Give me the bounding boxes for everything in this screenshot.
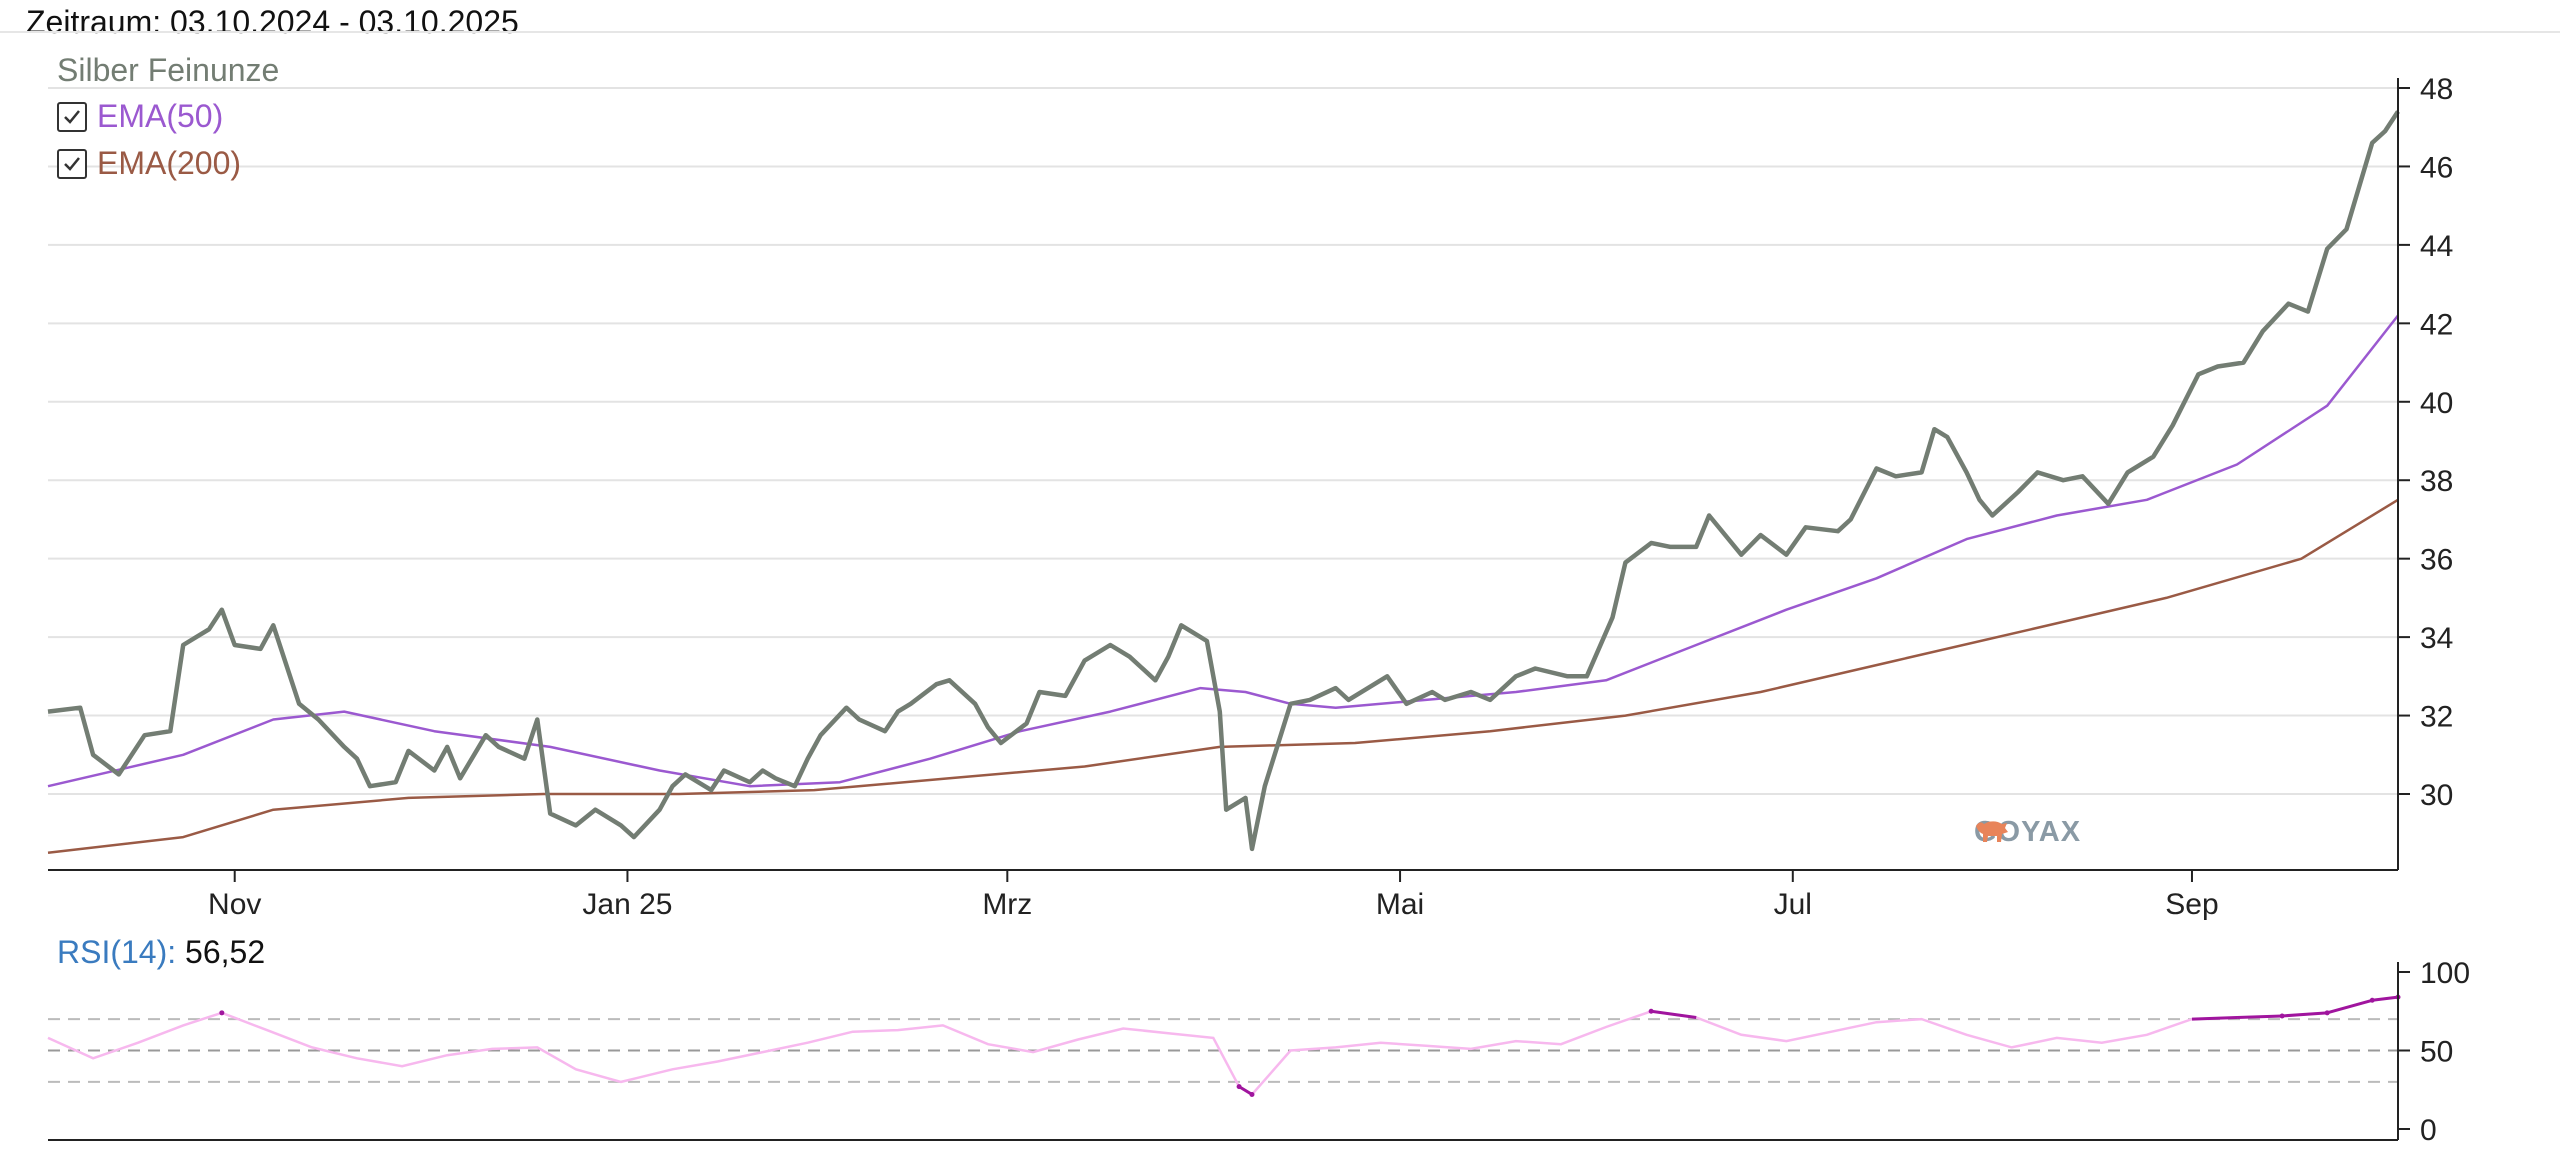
checkmark-icon (64, 109, 80, 124)
x-tick-label: Sep (2165, 888, 2218, 921)
x-tick-label: Jul (1774, 888, 1812, 921)
legend-ema200[interactable]: EMA(200) (57, 145, 241, 182)
ema200-line (47, 498, 2399, 855)
bull-icon (1976, 821, 2008, 842)
y-tick-label: 36 (2420, 544, 2453, 577)
rsi-extreme-point (1648, 1008, 1654, 1014)
y-tick-label: 40 (2420, 387, 2453, 420)
header-divider (0, 31, 2560, 33)
ema200-checkbox[interactable] (57, 148, 87, 179)
ema50-label: EMA(50) (97, 98, 224, 134)
price-series (47, 110, 2400, 855)
x-tick-label: Jan 25 (582, 888, 672, 921)
y-tick-label: 38 (2420, 465, 2453, 498)
y-tick-label: 46 (2420, 151, 2453, 184)
y-tick-label: 34 (2420, 622, 2453, 655)
rsi-extreme-point (219, 1010, 225, 1016)
ema50-checkbox[interactable] (57, 101, 87, 132)
ema200-label: EMA(200) (97, 145, 242, 181)
rsi-axis: 100 50 0 (48, 957, 2470, 1147)
rsi-extreme-segment (2236, 1014, 2283, 1020)
rsi-extreme-segment (2191, 1016, 2238, 1021)
goyax-logo: GOYAX (1974, 816, 2081, 849)
rsi-line (47, 995, 2399, 1097)
rsi-name: RSI(14): (57, 934, 177, 970)
rsi-y-tick-label: 100 (2420, 957, 2470, 990)
x-tick-label: Nov (208, 888, 261, 921)
rsi-y-tick-label: 50 (2420, 1036, 2453, 1069)
rsi-value: 56,52 (185, 934, 266, 970)
y-tick-label: 30 (2420, 779, 2453, 812)
rsi-grid (48, 1018, 2398, 1083)
y-tick-label: 32 (2420, 701, 2453, 734)
rsi-extreme-point (2369, 997, 2375, 1003)
checkmark-icon (64, 156, 80, 171)
legend-ema50[interactable]: EMA(50) (57, 98, 223, 135)
rsi-y-tick-label: 0 (2420, 1114, 2437, 1147)
rsi-extreme-point (1236, 1084, 1242, 1090)
rsi-label: RSI(14): 56,52 (57, 934, 265, 971)
rsi-extreme-point (2324, 1010, 2330, 1016)
y-tick-label: 42 (2420, 308, 2453, 341)
x-tick-label: Mrz (982, 888, 1032, 921)
x-tick-label: Mai (1376, 888, 1424, 921)
price-grid (48, 87, 2398, 795)
rsi-extreme-segment (2326, 998, 2373, 1015)
rsi-extreme-point (1249, 1091, 1255, 1097)
rsi-extreme-segment (1238, 1085, 1253, 1096)
x-axis: Nov Jan 25 Mrz Mai Jul Sep (48, 869, 2398, 921)
rsi-series (47, 994, 2401, 1097)
rsi-extreme-point (2279, 1013, 2285, 1019)
period-label: Zeitraum: 03.10.2024 - 03.10.2025 (26, 4, 519, 40)
rsi-extreme-segment (2372, 995, 2399, 1002)
rsi-extreme-segment (1650, 1009, 1697, 1020)
price-line (47, 110, 2400, 852)
price-axis: 48 46 44 42 40 38 36 34 32 30 (2397, 73, 2453, 870)
y-tick-label: 44 (2420, 230, 2453, 263)
y-tick-label: 48 (2420, 73, 2453, 106)
series-name-label: Silber Feinunze (57, 52, 280, 88)
rsi-extreme-segment (2282, 1011, 2328, 1018)
